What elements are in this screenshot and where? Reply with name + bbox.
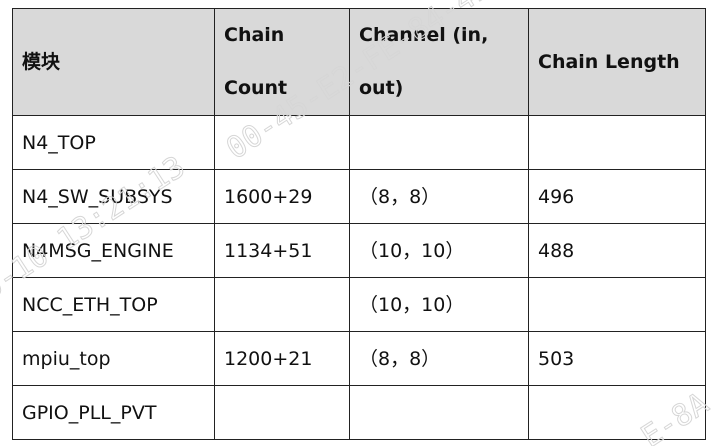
- cell-module: GPIO_PLL_PVT: [12, 385, 215, 440]
- cell-module: mpiu_top: [12, 331, 215, 386]
- header-row: 模块 Chain Count Channel (in, out) Chain L…: [12, 8, 706, 116]
- cell-chain-length: 496: [528, 169, 706, 224]
- cell-chain-count: 1600+29: [214, 169, 350, 224]
- cell-chain-length: 488: [528, 223, 706, 278]
- table-row: N4MSG_ENGINE 1134+51 （10，10） 488: [12, 223, 706, 278]
- cell-module: N4MSG_ENGINE: [12, 223, 215, 278]
- cell-channel: （10，10）: [349, 223, 529, 278]
- cell-channel: [349, 115, 529, 170]
- cell-module: NCC_ETH_TOP: [12, 277, 215, 332]
- table-row: N4_TOP: [12, 115, 706, 170]
- table-row: mpiu_top 1200+21 （8，8） 503: [12, 331, 706, 386]
- cell-chain-count: [214, 277, 350, 332]
- cell-chain-length: [528, 115, 706, 170]
- cell-chain-length: [528, 277, 706, 332]
- cell-channel: （10，10）: [349, 277, 529, 332]
- cell-channel: （8，8）: [349, 169, 529, 224]
- header-chain-length: Chain Length: [528, 8, 706, 116]
- table-row: GPIO_PLL_PVT: [12, 385, 706, 440]
- cell-channel: （8，8）: [349, 331, 529, 386]
- table-header: 模块 Chain Count Channel (in, out) Chain L…: [12, 8, 706, 116]
- cell-chain-length: 503: [528, 331, 706, 386]
- cell-module: N4_SW_SUBSYS: [12, 169, 215, 224]
- cell-chain-count: 1134+51: [214, 223, 350, 278]
- header-channel: Channel (in, out): [349, 8, 529, 116]
- table-body: N4_TOP N4_SW_SUBSYS 1600+29 （8，8） 496 N4…: [12, 115, 706, 440]
- cell-chain-count: 1200+21: [214, 331, 350, 386]
- cell-chain-count: [214, 115, 350, 170]
- cell-module: N4_TOP: [12, 115, 215, 170]
- header-module: 模块: [12, 8, 215, 116]
- header-chain-count: Chain Count: [214, 8, 350, 116]
- table-row: N4_SW_SUBSYS 1600+29 （8，8） 496: [12, 169, 706, 224]
- scan-chain-table: 模块 Chain Count Channel (in, out) Chain L…: [12, 8, 706, 440]
- cell-chain-length: [528, 385, 706, 440]
- table-row: NCC_ETH_TOP （10，10）: [12, 277, 706, 332]
- cell-channel: [349, 385, 529, 440]
- cell-chain-count: [214, 385, 350, 440]
